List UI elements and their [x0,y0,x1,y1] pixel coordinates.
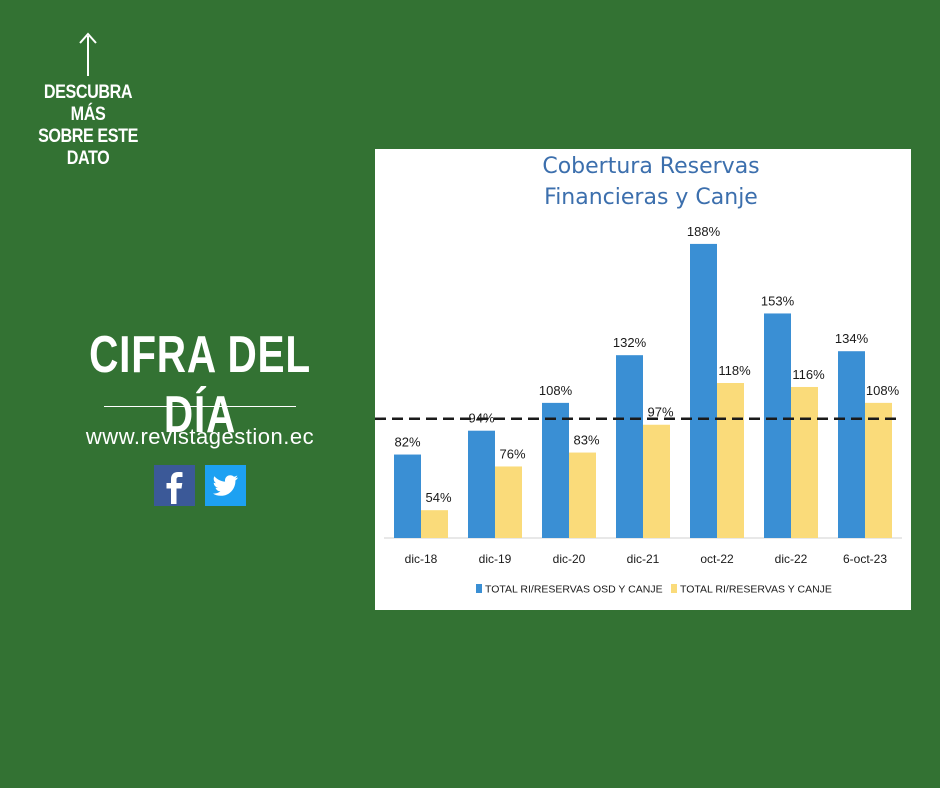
data-label: 108% [866,383,900,398]
bar-total-dic-18 [421,510,448,538]
legend-label: TOTAL RI/RESERVAS OSD Y CANJE [485,584,663,596]
bar-total-dic-20 [569,452,596,538]
bar-total-dic-22 [791,386,818,538]
coverage-bar-chart: Cobertura Reservas Financieras y Canje 8… [375,154,902,596]
bar-osd-dic-20 [542,402,569,538]
facebook-icon [166,472,183,504]
data-label: 132% [613,335,647,350]
data-label: 134% [835,331,869,346]
data-label: 118% [718,363,751,378]
twitter-icon [212,475,238,496]
data-label: 82% [394,435,420,450]
bar-osd-dic-19 [468,430,495,538]
data-label: 83% [573,433,599,448]
x-tick-label: dic-22 [775,552,808,566]
x-tick-label: 6-oct-23 [843,552,887,566]
chart-panel: Cobertura Reservas Financieras y Canje 8… [375,149,911,610]
data-label: 97% [647,405,673,420]
data-label: 76% [499,446,525,461]
bar-osd-dic-21 [616,355,643,538]
data-label: 188% [687,224,721,239]
bar-osd-oct-22 [690,243,717,538]
chart-title-line-2: Financieras y Canje [544,185,758,210]
data-label: 108% [539,383,573,398]
legend-swatch [476,584,482,593]
x-tick-label: dic-20 [553,552,586,566]
data-label: 153% [761,293,795,308]
x-tick-label: dic-19 [479,552,512,566]
bar-osd-dic-18 [394,454,421,538]
data-label: 54% [425,490,451,505]
twitter-button[interactable] [205,465,246,506]
headline: CIFRA DEL DÍA [89,326,311,444]
discover-more-text: DESCUBRA MÁS SOBRE ESTE DATO [38,82,138,169]
x-tick-label: dic-18 [405,552,438,566]
x-tick-label: dic-21 [627,552,660,566]
arrow-up-icon [79,32,97,76]
bar-total-oct-22 [717,383,744,538]
discover-more-cta[interactable]: DESCUBRA MÁS SOBRE ESTE DATO [18,30,158,170]
legend-label: TOTAL RI/RESERVAS Y CANJE [680,584,832,596]
chart-title-line-1: Cobertura Reservas [542,154,759,179]
divider [104,406,296,407]
website-link[interactable]: www.revistagestion.ec [85,424,315,449]
data-label: 116% [792,367,825,382]
bar-osd-dic-22 [764,313,791,538]
facebook-button[interactable] [154,465,195,506]
x-tick-label: oct-22 [700,552,734,566]
bar-total-dic-21 [643,424,670,538]
bar-total-6-oct-23 [865,402,892,538]
legend-swatch [671,584,677,593]
bar-osd-6-oct-23 [838,351,865,538]
bar-total-dic-19 [495,466,522,538]
